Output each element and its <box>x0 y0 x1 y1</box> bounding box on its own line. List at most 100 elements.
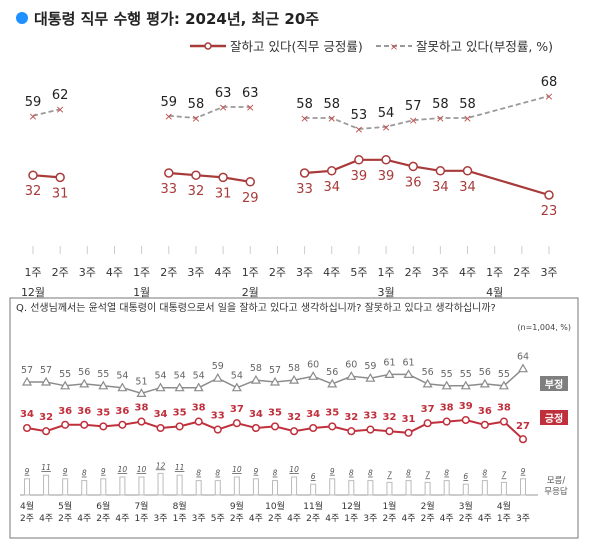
top-legend: 잘하고 있다(직무 긍정률) × 잘못하고 있다(부정률, %) <box>190 39 553 54</box>
positive-data-label: 31 <box>402 414 416 425</box>
negative-data-label: 62 <box>52 88 69 103</box>
negative-data-label: 58 <box>250 363 262 374</box>
positive-point <box>290 427 299 436</box>
negative-point <box>250 374 261 384</box>
x-week-label: 2주 <box>58 513 72 524</box>
dontknow-bar <box>24 478 30 496</box>
dontknow-data-label: 8 <box>349 469 354 478</box>
negative-data-label: 63 <box>242 86 259 101</box>
positive-data-label: 35 <box>325 407 339 418</box>
dontknow-data-label: 6 <box>463 472 468 481</box>
negative-point <box>193 382 204 392</box>
negative-point <box>155 382 166 392</box>
bottom-chart-question: Q. 선생님께서는 윤석열 대통령이 대통령으로서 일을 잘하고 있다고 생각하… <box>16 301 496 314</box>
positive-data-label: 36 <box>115 406 129 417</box>
x-month-label: 9월 <box>230 500 244 512</box>
x-week-label: 2주 <box>269 266 286 279</box>
negative-point <box>98 380 109 390</box>
x-month-label: 11월 <box>303 500 323 512</box>
x-week-label: 3주 <box>516 513 530 524</box>
positive-point <box>299 168 310 178</box>
dontknow-data-label: 8 <box>196 469 201 478</box>
x-week-label: 4주 <box>402 513 416 524</box>
x-month-label: 10월 <box>265 500 285 512</box>
positive-data-label: 34 <box>154 409 168 420</box>
positive-point <box>218 172 228 183</box>
dontknow-bar <box>272 480 278 496</box>
negative-data-label: 63 <box>215 86 232 101</box>
negative-data-label: 60 <box>345 359 357 370</box>
positive-point <box>435 166 446 176</box>
negative-data-label: 58 <box>188 97 205 112</box>
positive-data-label: 23 <box>541 204 558 219</box>
negative-data-label: 58 <box>323 97 340 112</box>
positive-point <box>408 161 418 172</box>
x-week-label: 5주 <box>211 513 225 524</box>
dontknow-data-label: 10 <box>289 465 299 474</box>
negative-data-label: 55 <box>441 369 453 380</box>
positive-point <box>423 419 432 428</box>
positive-point <box>366 425 375 434</box>
x-week-label: 1주 <box>497 513 511 524</box>
negative-data-label: 54 <box>193 371 205 382</box>
negative-point: × <box>544 90 553 103</box>
positive-line <box>304 158 550 197</box>
negative-data-label: 61 <box>402 357 414 368</box>
x-week-label: 2주 <box>421 513 435 524</box>
positive-data-label: 27 <box>516 421 530 432</box>
x-month-label: 4월 <box>486 286 503 299</box>
dontknow-data-label: 8 <box>482 469 487 478</box>
x-month-label: 2월 <box>421 500 435 512</box>
negative-point <box>308 371 319 380</box>
legend-positive-label: 긍정 <box>545 412 563 425</box>
dontknow-bar <box>443 480 450 496</box>
dontknow-bar <box>329 478 336 496</box>
negative-point <box>41 376 52 386</box>
x-week-label: 5주 <box>350 266 367 279</box>
negative-point <box>479 378 490 388</box>
negative-point <box>60 380 71 390</box>
positive-data-label: 34 <box>432 180 449 195</box>
x-month-label: 3월 <box>459 500 473 512</box>
x-week-label: 1주 <box>486 266 503 279</box>
dontknow-bar <box>43 474 50 496</box>
positive-point <box>462 166 473 176</box>
x-week-label: 3주 <box>79 266 96 279</box>
x-week-label: 2주 <box>382 513 396 524</box>
dontknow-bar <box>81 480 88 496</box>
positive-data-label: 33 <box>211 411 225 422</box>
positive-line <box>168 171 251 183</box>
dontknow-data-label: 8 <box>215 469 220 478</box>
positive-data-label: 33 <box>296 182 313 197</box>
positive-point <box>544 190 554 200</box>
dontknow-data-label: 9 <box>25 467 30 476</box>
x-month-label: 12월 <box>341 500 361 512</box>
negative-point <box>117 382 128 392</box>
x-week-label: 2주 <box>96 513 110 524</box>
negative-data-label: 54 <box>174 371 186 382</box>
positive-point <box>270 422 280 431</box>
negative-point: × <box>164 110 173 123</box>
dontknow-bar <box>252 478 259 496</box>
negative-data-label: 57 <box>40 365 52 376</box>
negative-point <box>517 363 529 373</box>
negative-data-label: 56 <box>422 367 434 378</box>
positive-data-label: 33 <box>161 182 178 197</box>
legend-negative-badge <box>540 376 568 391</box>
positive-point <box>194 417 203 426</box>
negative-point <box>269 376 281 386</box>
negative-data-label: 59 <box>25 95 42 110</box>
legend-circle-icon <box>204 42 212 50</box>
negative-data-label: 54 <box>378 106 395 121</box>
positive-data-label: 31 <box>52 186 69 201</box>
positive-point <box>461 415 470 425</box>
positive-point <box>326 166 337 176</box>
negative-point: × <box>191 112 200 125</box>
negative-point: × <box>28 110 37 123</box>
dontknow-data-label: 11 <box>175 463 185 472</box>
positive-data-label: 35 <box>96 407 110 418</box>
positive-data-label: 37 <box>230 404 244 415</box>
legend-positive: 잘하고 있다(직무 긍정률) <box>230 39 363 54</box>
negative-data-label: 55 <box>460 369 472 380</box>
